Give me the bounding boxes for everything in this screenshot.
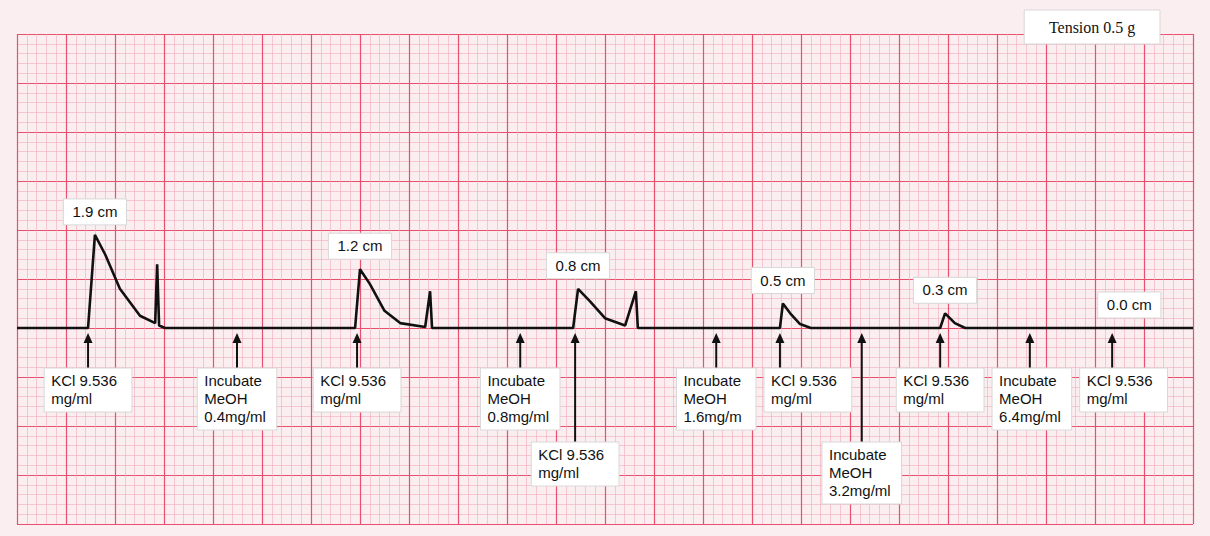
svg-text:KCl 9.536: KCl 9.536	[903, 372, 969, 389]
svg-text:Incubate: Incubate	[204, 372, 262, 389]
svg-text:KCl 9.536: KCl 9.536	[1087, 372, 1153, 389]
svg-text:MeOH: MeOH	[204, 390, 247, 407]
svg-text:6.4mg/ml: 6.4mg/ml	[999, 408, 1061, 425]
svg-text:1.9 cm: 1.9 cm	[72, 203, 117, 220]
svg-text:mg/ml: mg/ml	[51, 390, 92, 407]
svg-text:1.6mg/m: 1.6mg/m	[683, 408, 741, 425]
svg-text:mg/ml: mg/ml	[538, 464, 579, 481]
svg-text:Tension 0.5 g: Tension 0.5 g	[1049, 19, 1135, 37]
svg-text:1.2 cm: 1.2 cm	[337, 237, 382, 254]
svg-text:Incubate: Incubate	[829, 446, 887, 463]
svg-text:MeOH: MeOH	[829, 464, 872, 481]
svg-text:mg/ml: mg/ml	[903, 390, 944, 407]
svg-text:3.2mg/ml: 3.2mg/ml	[829, 482, 891, 499]
svg-text:0.8mg/ml: 0.8mg/ml	[487, 408, 549, 425]
svg-text:Incubate: Incubate	[683, 372, 741, 389]
svg-text:MeOH: MeOH	[999, 390, 1042, 407]
svg-text:mg/ml: mg/ml	[1087, 390, 1128, 407]
svg-text:MeOH: MeOH	[683, 390, 726, 407]
svg-text:0.0 cm: 0.0 cm	[1107, 296, 1152, 313]
svg-text:KCl 9.536: KCl 9.536	[51, 372, 117, 389]
svg-text:KCl 9.536: KCl 9.536	[320, 372, 386, 389]
svg-text:0.3 cm: 0.3 cm	[923, 281, 968, 298]
svg-text:Incubate: Incubate	[487, 372, 545, 389]
svg-text:KCl 9.536: KCl 9.536	[538, 446, 604, 463]
svg-text:Incubate: Incubate	[999, 372, 1057, 389]
svg-text:MeOH: MeOH	[487, 390, 530, 407]
svg-text:KCl 9.536: KCl 9.536	[771, 372, 837, 389]
svg-text:0.8 cm: 0.8 cm	[556, 257, 601, 274]
svg-text:mg/ml: mg/ml	[771, 390, 812, 407]
svg-text:mg/ml: mg/ml	[320, 390, 361, 407]
svg-text:0.5 cm: 0.5 cm	[760, 272, 805, 289]
svg-text:0.4mg/ml: 0.4mg/ml	[204, 408, 266, 425]
